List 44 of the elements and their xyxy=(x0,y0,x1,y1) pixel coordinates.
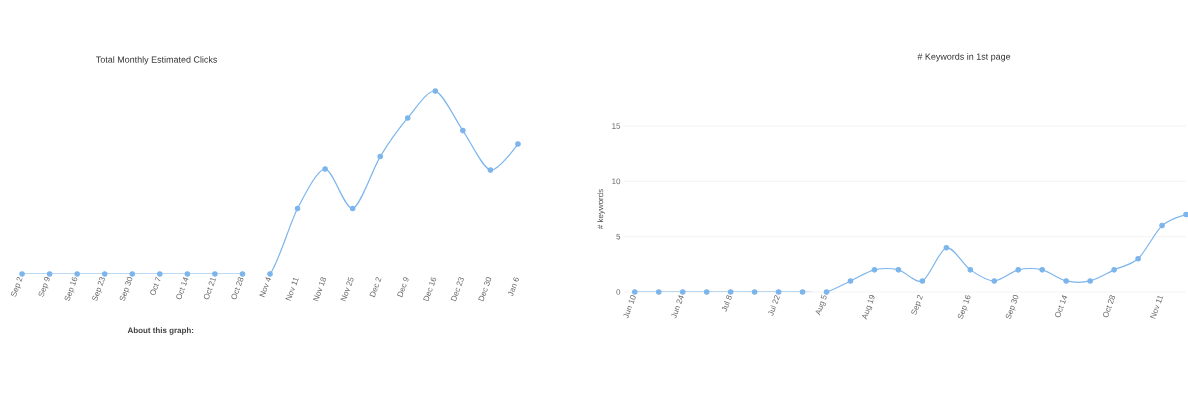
point xyxy=(632,289,638,295)
chart-title: Total Monthly Estimated Clicks xyxy=(96,56,218,65)
point xyxy=(184,271,191,277)
point xyxy=(322,166,328,172)
point xyxy=(727,289,734,295)
point xyxy=(460,127,466,134)
point xyxy=(239,271,246,277)
point xyxy=(349,205,356,212)
point xyxy=(294,205,301,212)
point xyxy=(1039,267,1046,273)
point xyxy=(1159,222,1165,229)
point xyxy=(1015,267,1022,273)
point xyxy=(751,289,758,295)
point xyxy=(991,278,998,284)
point xyxy=(515,141,521,147)
point xyxy=(967,267,974,273)
point xyxy=(655,289,662,295)
point xyxy=(487,167,494,173)
point xyxy=(432,88,439,94)
point xyxy=(74,271,80,277)
point xyxy=(871,267,878,273)
point xyxy=(101,271,108,277)
point xyxy=(377,153,383,160)
point xyxy=(895,267,902,273)
point xyxy=(847,278,854,284)
point xyxy=(212,271,218,277)
point xyxy=(1111,267,1117,273)
point xyxy=(943,244,950,251)
point xyxy=(823,289,830,295)
point xyxy=(1135,256,1141,262)
point xyxy=(679,289,686,295)
point xyxy=(1087,278,1093,284)
point xyxy=(46,271,53,277)
point xyxy=(703,289,710,295)
point xyxy=(919,278,926,284)
point xyxy=(157,271,163,277)
point xyxy=(799,289,806,295)
point xyxy=(129,271,136,277)
point xyxy=(1063,278,1069,284)
point xyxy=(267,271,273,277)
point xyxy=(19,271,25,277)
point xyxy=(775,289,782,295)
point xyxy=(404,115,411,121)
chart-title: # Keywords in 1st page xyxy=(917,53,1011,62)
